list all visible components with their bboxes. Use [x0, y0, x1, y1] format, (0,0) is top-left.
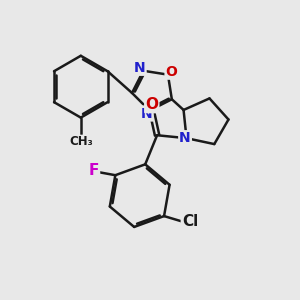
Text: N: N [134, 61, 146, 75]
Text: N: N [179, 131, 191, 145]
Text: O: O [166, 65, 177, 79]
Text: CH₃: CH₃ [69, 135, 93, 148]
Text: O: O [145, 97, 158, 112]
Text: N: N [141, 106, 152, 121]
Text: F: F [89, 163, 99, 178]
Text: Cl: Cl [182, 214, 198, 229]
